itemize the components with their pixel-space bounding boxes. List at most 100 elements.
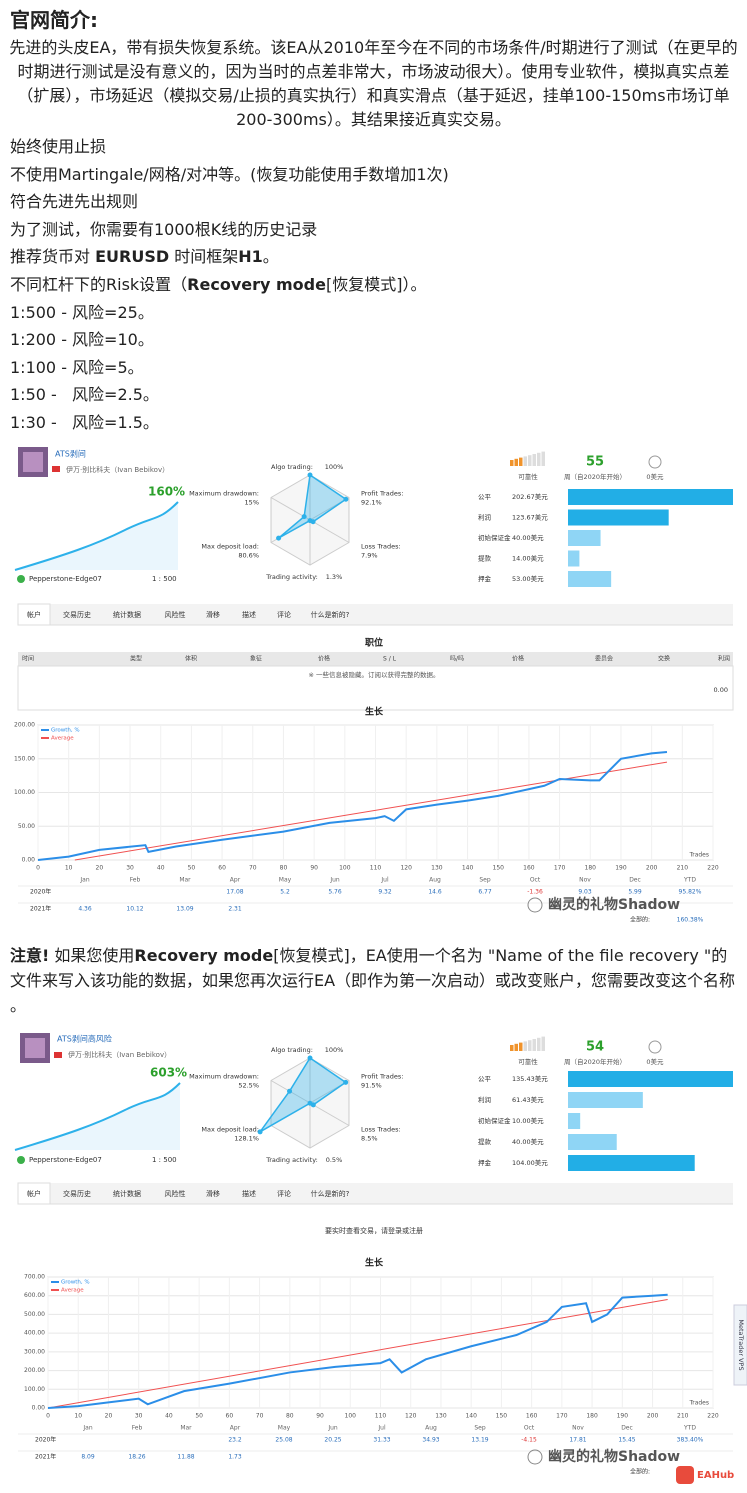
author: 伊万·别比科夫（Ivan Bebikov） <box>66 465 169 474</box>
reliability-bar <box>537 1037 541 1051</box>
sparkline <box>14 1082 181 1151</box>
item: 1:30 - 风险=1.5。 <box>10 409 740 437</box>
radar-point <box>307 472 313 478</box>
chart-title: 生长 <box>365 706 384 718</box>
item: 始终使用止损 <box>10 133 740 161</box>
tab-active <box>17 603 51 626</box>
avatar-inner <box>25 1038 45 1058</box>
radar-label: Algo trading: <box>271 1046 313 1054</box>
reliability-bar <box>541 1036 545 1051</box>
x-tick-label: 170 <box>554 865 566 872</box>
watermark: 幽灵的礼物Shadow <box>548 1448 680 1465</box>
year-label: 2021年 <box>30 905 51 913</box>
x-tick-label: 10 <box>65 865 73 872</box>
tab-bar <box>18 604 733 625</box>
reliability-bar <box>510 1045 514 1051</box>
radar-label: Max deposit load: <box>201 543 259 551</box>
month-header: Jun <box>329 877 340 884</box>
bar-value: 104.00美元 <box>512 1158 548 1167</box>
bold-text: 注意! <box>10 946 50 965</box>
month-header: May <box>279 877 292 884</box>
x-tick-label: 90 <box>310 865 318 872</box>
x-tick-label: 200 <box>647 1413 659 1420</box>
x-tick-label: 60 <box>218 865 226 872</box>
month-header: Jun <box>327 1425 338 1432</box>
x-tick-label: 140 <box>462 865 474 872</box>
radar-point <box>257 1129 263 1135</box>
item: 1:200 - 风险=10。 <box>10 326 740 354</box>
table-header-cell: 交换 <box>658 655 670 663</box>
legend-label: Growth, % <box>61 1280 90 1286</box>
x-tick-label: 80 <box>280 865 288 872</box>
radar-axis <box>309 1102 350 1126</box>
month-value: 5.76 <box>328 889 342 896</box>
x-tick-label: 160 <box>523 865 535 872</box>
month-header: Dec <box>629 877 641 884</box>
radar-label: Trading activity: <box>265 573 318 581</box>
x-tick-label: 50 <box>195 1413 203 1420</box>
tab: 什么是新的? <box>311 610 350 619</box>
table-header-cell: 象征 <box>250 655 262 663</box>
table-body <box>17 665 734 711</box>
reliability-bar <box>532 1039 536 1051</box>
radar-label: Maximum drawdown: <box>189 1073 259 1081</box>
month-header: Feb <box>130 877 141 884</box>
month-value: 2.31 <box>228 906 242 913</box>
radar-point <box>307 1100 313 1106</box>
year-label: 2020年 <box>30 888 51 896</box>
table-header-cell: 体积 <box>185 655 197 663</box>
price: 0美元 <box>646 472 664 481</box>
side-tab <box>733 1304 747 1386</box>
weeks-label: 周（自2020年开始） <box>564 472 626 481</box>
radar-point <box>301 514 307 520</box>
radar-value: 8.5% <box>361 1135 378 1143</box>
bar <box>568 571 612 587</box>
y-tick-label: 500.00 <box>24 1311 45 1318</box>
text: 1:50 - 风险=2.5。 <box>10 385 159 405</box>
watermark: 幽灵的礼物Shadow <box>548 896 680 913</box>
y-tick-label: 700.00 <box>24 1274 45 1281</box>
x-tick-label: 190 <box>615 865 627 872</box>
total-value: 160.38% <box>677 917 704 924</box>
x-tick-label: 220 <box>707 865 719 872</box>
month-header: May <box>278 1425 291 1432</box>
month-header: Aug <box>429 877 441 884</box>
growth-line <box>47 1293 668 1409</box>
text: 。 <box>262 247 279 267</box>
table-header-cell: 吗/吗 <box>450 655 464 663</box>
x-tick-label: 120 <box>400 865 412 872</box>
y-tick-label: 300.00 <box>24 1348 45 1355</box>
x-tick-label: 170 <box>556 1413 568 1420</box>
reliability-bar <box>541 451 545 466</box>
month-header: Apr <box>230 877 241 884</box>
month-value: 6.77 <box>478 889 492 896</box>
x-tick-label: 40 <box>157 865 165 872</box>
x-tick-label: 70 <box>249 865 257 872</box>
flag <box>54 1052 62 1058</box>
growth-line <box>47 1298 668 1409</box>
item: 推荐货币对 EURUSD 时间框架H1。 <box>10 243 740 271</box>
tab: 滑移 <box>206 1189 220 1198</box>
month-value: 4.36 <box>78 906 92 913</box>
table-header <box>18 652 733 666</box>
month-value: 13.19 <box>471 1437 488 1444</box>
author: 伊万·别比科夫（Ivan Bebikov） <box>68 1050 171 1059</box>
radar-value: 128.1% <box>234 1135 259 1143</box>
sparkline-area <box>15 502 178 570</box>
x-tick-label: 0 <box>36 865 40 872</box>
legend-label: Growth, % <box>51 728 80 734</box>
total-label: 全部的: <box>630 916 650 924</box>
month-value: 8.09 <box>81 1454 95 1461</box>
bold-text: H1 <box>238 247 263 267</box>
month-header: Oct <box>524 1425 535 1432</box>
bar-label: 利润 <box>478 1095 491 1104</box>
item: 符合先进先出规则 <box>10 188 740 216</box>
x-tick-label: 140 <box>465 1413 477 1420</box>
badge: EAHub <box>697 1470 734 1481</box>
x-tick-label: 30 <box>135 1413 143 1420</box>
reliability: 可靠性 <box>518 472 538 481</box>
x-tick-label: 60 <box>226 1413 234 1420</box>
tab: 评论 <box>277 610 291 619</box>
item: 1:100 - 风险=5。 <box>10 354 740 382</box>
radar-label: Loss Trades: <box>361 1126 401 1134</box>
